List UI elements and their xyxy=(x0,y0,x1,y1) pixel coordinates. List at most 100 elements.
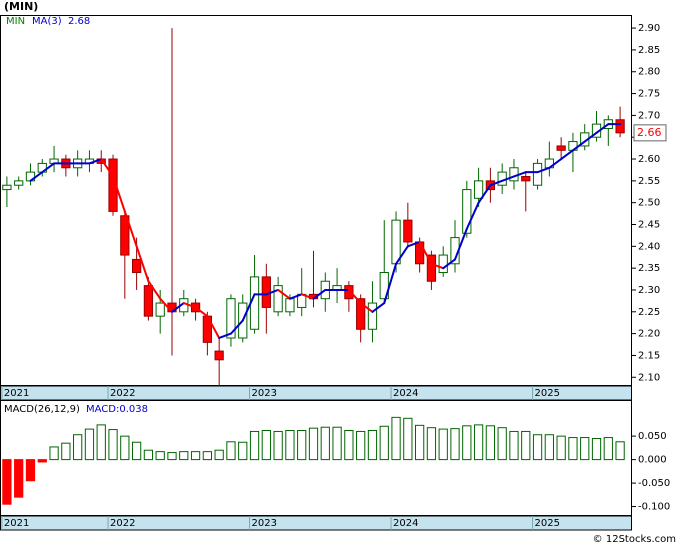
y-tick-label: 0.000 xyxy=(638,455,667,466)
y-tick-label: 2.50 xyxy=(638,198,660,209)
ma-line xyxy=(41,162,56,174)
macd-legend: MACD:0.038 xyxy=(86,404,148,415)
macd-bar xyxy=(297,430,307,461)
candle-body xyxy=(615,119,625,134)
macd-bar xyxy=(155,451,165,461)
x-tick-label: 2022 xyxy=(110,518,135,529)
y-tick-label: 2.60 xyxy=(638,154,660,165)
macd-bar xyxy=(37,459,47,463)
macd-bar xyxy=(308,427,319,461)
price-tag-label: 2.66 xyxy=(637,126,662,139)
ma-line xyxy=(465,201,480,230)
macd-bar xyxy=(426,427,437,461)
macd-bar xyxy=(320,426,330,461)
candle-body xyxy=(462,189,472,234)
macd-bar xyxy=(120,435,130,461)
candle-body xyxy=(356,298,366,330)
macd-bar xyxy=(379,425,389,461)
ma-line xyxy=(182,302,197,309)
ma-line xyxy=(206,315,221,339)
macd-bar xyxy=(403,417,413,461)
legend-name: MA(3) xyxy=(32,16,62,27)
macd-bar xyxy=(568,437,578,461)
candle-body xyxy=(143,285,154,317)
ma-line xyxy=(595,123,610,134)
candle-body xyxy=(532,162,543,186)
macd-bar xyxy=(344,430,354,461)
x-tick-label: 2023 xyxy=(252,388,277,399)
macd-bar xyxy=(202,451,212,461)
x-tick-label: 2023 xyxy=(252,518,277,529)
ma-line xyxy=(159,297,173,313)
macd-bar xyxy=(49,446,59,461)
candle-body xyxy=(426,254,437,282)
y-tick-label: -0.100 xyxy=(638,502,670,513)
ma-line xyxy=(347,288,362,305)
macd-bar xyxy=(214,449,224,461)
candle-body xyxy=(497,171,507,186)
y-tick-label: 2.10 xyxy=(638,372,660,383)
y-tick-label: 2.45 xyxy=(638,220,660,231)
legend-value: 2.68 xyxy=(68,16,90,27)
y-tick-label: 2.75 xyxy=(638,89,660,100)
candle-body xyxy=(556,145,566,151)
candle-body xyxy=(438,254,448,274)
macd-bar xyxy=(497,427,507,461)
y-tick-label: 2.35 xyxy=(638,263,660,274)
ma-line xyxy=(265,288,280,296)
ma-line xyxy=(512,171,527,178)
ma-line xyxy=(312,288,327,300)
candle-body xyxy=(226,298,236,339)
ma-line xyxy=(300,293,315,300)
macd-bar xyxy=(285,430,295,461)
ma-line xyxy=(147,280,162,300)
x-tick-label: 2024 xyxy=(393,388,418,399)
ma-line xyxy=(583,131,598,143)
candle-body xyxy=(261,276,271,308)
macd-bar xyxy=(603,437,613,461)
ma-line xyxy=(241,293,256,322)
candle-body xyxy=(285,298,295,313)
macd-bar xyxy=(356,430,366,461)
ma-line xyxy=(383,262,398,305)
y-tick-label: 2.55 xyxy=(638,176,660,187)
macd-bar xyxy=(415,424,425,461)
x-tick-label: 2021 xyxy=(4,388,29,399)
macd-bar xyxy=(556,435,566,461)
macd-bar xyxy=(367,430,378,461)
ma-line xyxy=(406,240,421,248)
ma-line xyxy=(489,179,504,187)
ma-line xyxy=(123,210,138,248)
candle-body xyxy=(509,167,519,182)
candle-body xyxy=(108,158,118,212)
ma-line xyxy=(277,288,291,300)
ma-line xyxy=(371,302,386,313)
y-tick-label: -0.050 xyxy=(638,478,670,489)
candle-body xyxy=(155,302,165,317)
macd-bar xyxy=(332,426,342,461)
chart-title: (MIN) xyxy=(4,0,38,13)
candle-body xyxy=(120,215,130,256)
ma-line xyxy=(194,306,209,318)
macd-bar xyxy=(96,424,106,461)
ma-line xyxy=(288,293,303,300)
ma-line xyxy=(88,158,103,165)
y-tick-label: 2.25 xyxy=(638,307,660,318)
macd-bar xyxy=(249,430,260,461)
watermark: © 12Stocks.com xyxy=(593,534,676,545)
macd-bar xyxy=(450,428,460,461)
ma-line xyxy=(477,184,492,204)
ma-line xyxy=(395,245,409,265)
ma-line xyxy=(501,175,515,182)
macd-bar xyxy=(143,449,154,461)
macd-bar xyxy=(261,430,271,461)
candle-body xyxy=(367,302,378,330)
ma-line xyxy=(430,262,445,270)
macd-bar xyxy=(61,442,71,461)
macd-title: MACD(26,12,9) xyxy=(4,404,80,415)
macd-bar xyxy=(532,434,543,461)
x-tick-label: 2021 xyxy=(4,518,29,529)
macd-bar xyxy=(167,452,177,461)
